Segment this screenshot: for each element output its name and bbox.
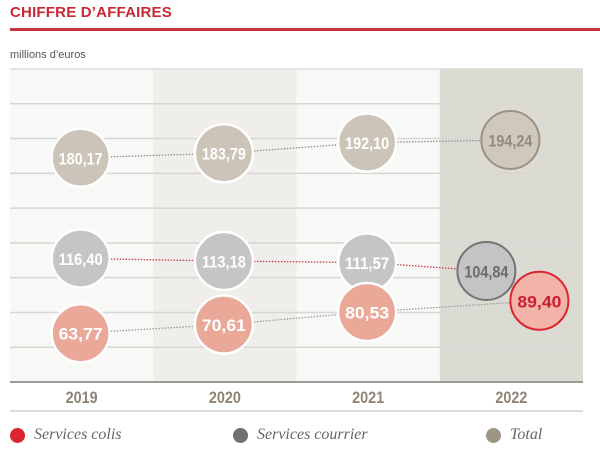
bubble-colis-2020: [193, 294, 255, 355]
bubble-total-2020: [193, 122, 255, 184]
legend-colis-label: Services colis: [34, 426, 122, 443]
legend-courrier-label: Services courrier: [257, 426, 368, 443]
data-label-total-2021: 192,10: [345, 134, 389, 153]
data-label-courrier-2022: 104,84: [464, 262, 508, 281]
bubble-courrier-2019: [50, 228, 111, 289]
data-label-total-2020: 183,79: [202, 145, 246, 164]
bubble-courrier-2022: [456, 240, 517, 301]
data-label-courrier-2021: 111,57: [345, 254, 389, 273]
legend-total-label: Total: [510, 426, 543, 443]
legend-item-colis: Services colis: [10, 426, 122, 444]
legend-courrier-marker: [233, 427, 248, 443]
data-label-colis-2019: 63,77: [59, 325, 103, 344]
data-label-colis-2021: 80,53: [345, 303, 389, 322]
x-tick-label-2020: 2020: [209, 388, 241, 407]
bubble-colis-2019: [50, 302, 111, 364]
bubble-courrier-2020: [193, 230, 255, 292]
bubble-total-2021: [336, 112, 398, 173]
legend-item-total: Total: [486, 426, 542, 444]
bubble-total-2022: [480, 109, 541, 170]
legend-total-marker: [486, 427, 501, 443]
title-rule: [10, 28, 600, 31]
x-tick-label-2022: 2022: [495, 388, 527, 407]
chart-title: CHIFFRE D’AFFAIRES: [10, 4, 172, 21]
bubble-colis-2022: [509, 270, 570, 331]
bubble-colis-2021: [336, 281, 398, 343]
x-tick-label-2021: 2021: [352, 388, 384, 407]
bubble-total-2019: [50, 127, 111, 189]
data-label-total-2019: 180,17: [59, 149, 103, 168]
data-label-courrier-2019: 116,40: [59, 250, 103, 269]
legend-item-courrier: Services courrier: [233, 426, 368, 444]
legend-colis-marker: [10, 427, 25, 443]
data-label-courrier-2020: 113,18: [202, 253, 246, 272]
data-label-colis-2020: 70,61: [202, 316, 246, 335]
x-tick-label-2019: 2019: [66, 388, 98, 407]
unit-label: millions d’euros: [10, 49, 86, 61]
data-label-colis-2022: 89,40: [517, 292, 561, 311]
data-label-total-2022: 194,24: [488, 131, 532, 150]
